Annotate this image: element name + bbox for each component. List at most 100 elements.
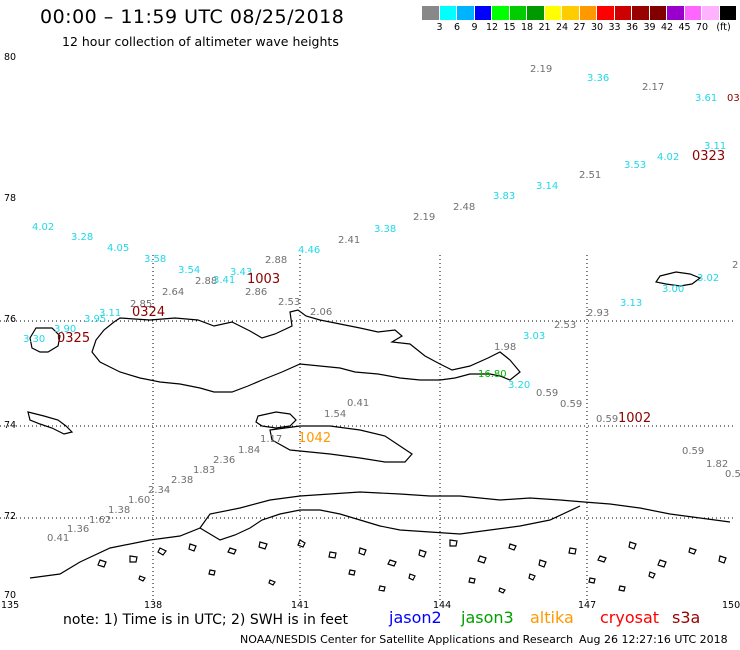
wave-height-label: 03 [727,93,740,104]
lon-label-150: 150 [722,600,740,611]
wave-height-label: 1.98 [494,342,516,353]
scale-swatch [597,6,615,20]
footnote: note: 1) Time is in UTC; 2) SWH is in fe… [63,612,349,628]
wave-height-label: 0.59 [560,399,582,410]
wave-height-label: 3.95 [84,314,106,325]
wave-height-label: 2.88 [195,276,217,287]
lat-label-70: 70 [4,590,17,601]
wave-height-label: 2.38 [171,475,193,486]
scale-swatch [457,6,475,20]
lon-label-141: 141 [291,600,310,611]
scale-swatch [439,6,457,20]
island-central-small [255,411,297,429]
legend-jason3: jason3 [461,608,514,627]
scale-label: 6 [453,22,461,33]
scale-swatch [649,6,667,20]
island-small-west [27,411,74,435]
scale-swatch [614,6,632,20]
wave-height-label: 3.11 [704,141,726,152]
scale-swatch [702,6,720,20]
wave-height-label: 0.59 [596,414,618,425]
scale-swatch [544,6,562,20]
island-northwest [29,327,61,353]
scale-label: 27 [573,22,586,33]
wave-height-label: 3.02 [697,273,719,284]
wave-height-label: 0.59 [682,446,704,457]
credit-line: NOAA/NESDIS Center for Satellite Applica… [240,633,574,646]
wave-height-label: 3.36 [587,73,609,84]
pass-time-label: 0324 [132,305,165,320]
scale-label: 24 [555,22,569,33]
scale-label: 15 [503,22,516,33]
new-siberian-islands-coast [91,309,521,393]
graticule [0,255,735,600]
wave-height-label: 2.48 [453,202,475,213]
coastline [27,271,731,594]
scale-swatch [579,6,597,20]
wave-height-label: 1.62 [89,515,111,526]
wave-height-label: 4.02 [657,152,679,163]
lon-label-147: 147 [578,600,597,611]
page-title: 00:00 – 11:59 UTC 08/25/2018 [40,6,345,28]
lat-label-78: 78 [4,193,17,204]
wave-height-label: 1.17 [260,434,282,445]
scale-label: 39 [643,22,656,33]
wave-height-label: 2.06 [310,307,332,318]
lat-label-76: 76 [4,314,17,325]
page-subtitle: 12 hour collection of altimeter wave hei… [62,34,339,49]
scale-label: 21 [538,22,551,33]
wave-height-label: 0.59 [536,388,558,399]
scale-label: 30 [590,22,604,33]
wave-height-label: 2.19 [413,212,435,223]
wave-height-label: 0.5 [725,469,740,480]
wave-height-label: 3.03 [523,331,545,342]
wave-height-label: 3.83 [493,191,515,202]
pass-time-label: 1042 [298,431,331,446]
wave-height-label: 2.93 [587,308,609,319]
pass-time-label: 1003 [247,272,280,287]
mainland-coast [29,491,731,579]
scale-label: 45 [678,22,691,33]
wave-height-label: 3.14 [536,181,558,192]
legend-jason2: jason2 [389,608,442,627]
wave-height-label: 3.00 [662,284,684,295]
wave-height-label: 2.17 [642,82,664,93]
scale-swatch [632,6,650,20]
wave-height-label: 2.86 [245,287,267,298]
lat-label-72: 72 [4,511,17,522]
legend-altika: altika [530,608,574,627]
scale-swatch [684,6,702,20]
island-bolshoy-lyakhovsky [269,425,413,463]
scale-label: 12 [485,22,499,33]
delta-islets [97,539,727,594]
wave-height-label: 3.41 [213,275,235,286]
scale-swatch [422,6,440,20]
wave-height-label: 3.58 [144,254,166,265]
scale-swatch [667,6,685,20]
scale-label: 3 [436,22,443,33]
wave-height-label: 1.38 [108,505,130,516]
scale-swatch [719,6,737,20]
wave-height-label: 2.34 [148,485,170,496]
pass-time-label: 1002 [618,411,651,426]
wave-height-label: 3.38 [374,224,396,235]
lon-label-144: 144 [433,600,452,611]
wave-height-label: 4.02 [32,222,54,233]
pass-time-label: 0323 [692,149,725,164]
color-scale-bar [422,6,737,20]
wave-height-label: 3.54 [178,265,200,276]
observations-layer: 2.193.362.173.61 033.1103233.534.022.513.… [23,64,740,544]
wave-height-label: 4.05 [107,243,129,254]
scale-label: 18 [520,22,534,33]
wave-height-label: 4.46 [298,245,320,256]
lon-label-138: 138 [144,600,163,611]
scale-label: 9 [471,22,478,33]
wave-height-label: 16.80 [478,369,507,380]
wave-height-label: 3.43 [230,267,252,278]
wave-height-label: 2.51 [579,170,601,181]
scale-swatch [509,6,527,20]
scale-swatch [562,6,580,20]
scale-label: 36 [625,22,639,33]
wave-height-label: 3.28 [71,232,93,243]
